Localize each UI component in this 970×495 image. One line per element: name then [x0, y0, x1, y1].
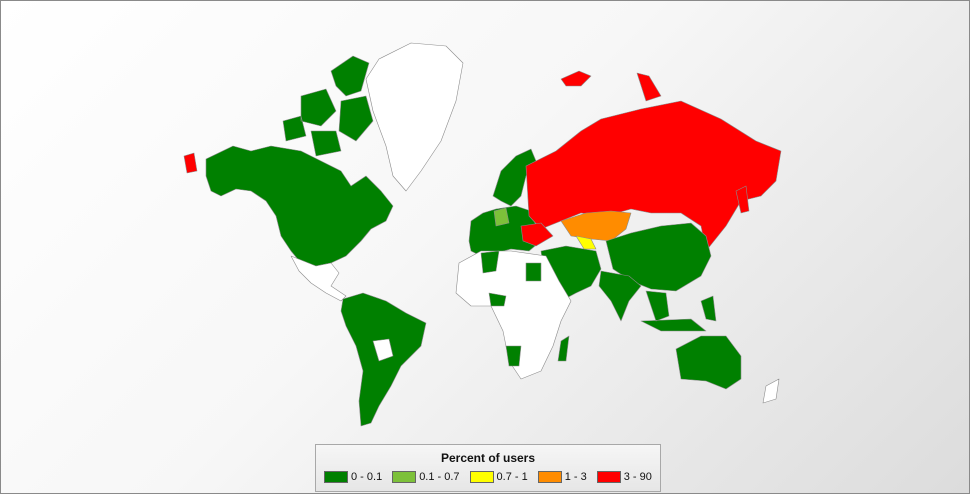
legend-label: 0.1 - 0.7	[419, 471, 460, 483]
legend-item[interactable]: 0.1 - 0.7	[392, 471, 460, 483]
region-africa[interactable]	[455, 250, 572, 380]
region-central-america[interactable]	[290, 255, 347, 302]
legend-items: 0 - 0.1 0.1 - 0.7 0.7 - 1 1 - 3 3 - 90	[324, 471, 660, 483]
legend-label: 0 - 0.1	[351, 471, 383, 483]
region-canada-arctic[interactable]	[282, 55, 374, 157]
legend-label: 3 - 90	[623, 471, 652, 483]
legend-item[interactable]: 3 - 90	[596, 471, 652, 483]
legend-title: Percent of users	[440, 451, 536, 465]
region-bolivia[interactable]	[372, 338, 394, 362]
region-greenland[interactable]	[365, 42, 464, 192]
legend-swatch	[596, 471, 621, 483]
legend-item[interactable]: 0.7 - 1	[469, 471, 528, 483]
region-africa-green[interactable]	[480, 250, 570, 367]
region-australia[interactable]	[675, 335, 742, 390]
legend: Percent of users 0 - 0.1 0.1 - 0.7 0.7 - 1…	[315, 444, 661, 492]
legend-swatch	[392, 471, 417, 483]
legend-swatch	[469, 471, 494, 483]
region-germany-poland[interactable]	[493, 207, 510, 227]
legend-label: 1 - 3	[564, 471, 587, 483]
region-ukraine[interactable]	[520, 222, 554, 247]
legend-label: 0.7 - 1	[496, 471, 528, 483]
legend-swatch	[537, 471, 562, 483]
legend-swatch	[324, 471, 348, 483]
region-chukotka[interactable]	[183, 152, 198, 174]
legend-item[interactable]: 1 - 3	[537, 471, 587, 483]
region-russia-islands[interactable]	[560, 70, 750, 214]
region-southeast-asia[interactable]	[640, 290, 717, 332]
region-india[interactable]	[598, 270, 642, 322]
region-uzbekistan[interactable]	[575, 235, 597, 250]
legend-item[interactable]: 0 - 0.1	[324, 471, 382, 483]
region-north-america[interactable]	[205, 145, 394, 267]
region-new-zealand[interactable]	[762, 378, 780, 404]
